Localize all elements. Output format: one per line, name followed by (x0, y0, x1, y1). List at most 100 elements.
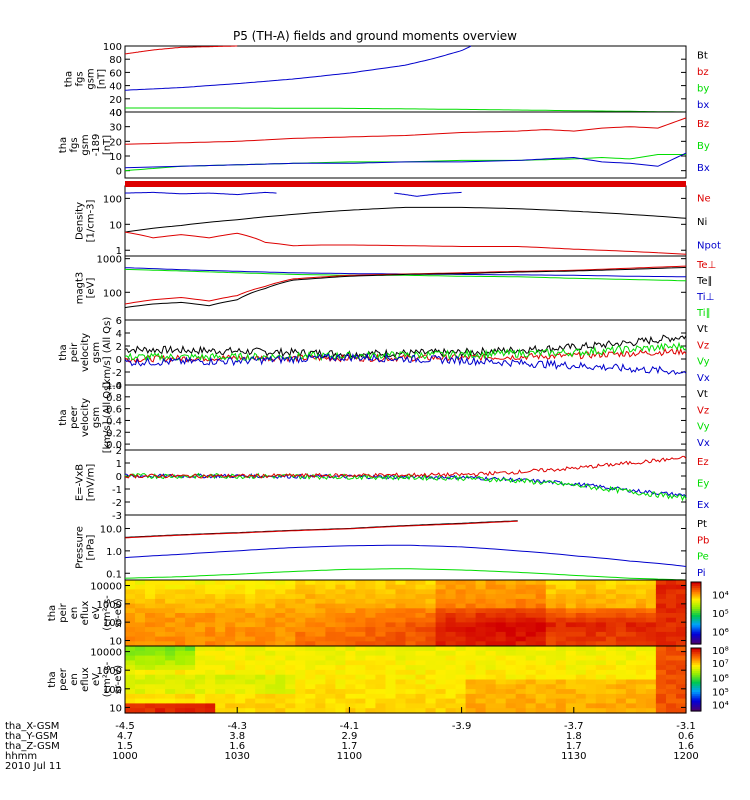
heatmap-cell (395, 627, 407, 633)
heatmap-cell (155, 631, 166, 638)
heatmap-cell (575, 613, 587, 619)
heatmap-cell (335, 655, 346, 661)
heatmap-cell (255, 631, 266, 638)
ylabel-line: gsm (91, 342, 102, 363)
heatmap-cell (335, 669, 346, 676)
heatmap-cell (525, 655, 537, 661)
panel-peir_flux (124, 579, 687, 647)
heatmap-cell (395, 646, 407, 652)
heatmap-cell (485, 650, 497, 657)
heatmap-cell (615, 636, 627, 642)
heatmap-cell (225, 660, 236, 666)
heatmap-cell (495, 580, 507, 586)
heatmap-cell (605, 698, 617, 704)
ylabel-line: en (69, 673, 80, 686)
heatmap-cell (615, 693, 627, 700)
heatmap-cell (555, 613, 567, 619)
heatmap-cell (545, 580, 557, 586)
heatmap-cell (225, 589, 236, 595)
heatmap-cell (565, 669, 577, 676)
heatmap-cell (625, 650, 637, 657)
heatmap-cell (445, 608, 457, 614)
xaxis-value: 1130 (561, 751, 586, 762)
heatmap-cell (645, 594, 657, 600)
heatmap-cell (235, 660, 246, 666)
heatmap-cell (485, 674, 497, 681)
heatmap-cell (585, 622, 597, 628)
heatmap-cell (295, 598, 306, 605)
heatmap-cell (355, 708, 366, 714)
heatmap-cell (265, 650, 276, 657)
heatmap-cell (455, 703, 467, 709)
heatmap-cell (405, 627, 417, 633)
heatmap-cell (385, 622, 397, 628)
heatmap-cell (225, 631, 236, 638)
heatmap-cell (435, 622, 447, 628)
legend-label: by (697, 83, 709, 94)
heatmap-cell (535, 608, 547, 614)
heatmap-cell (595, 698, 607, 704)
heatmap-cell (545, 689, 557, 695)
heatmap-cell (185, 641, 196, 647)
heatmap-cell (125, 674, 136, 681)
heatmap-cell (185, 646, 196, 652)
heatmap-cell (195, 708, 206, 714)
heatmap-cell (545, 674, 557, 681)
heatmap-cell (255, 622, 266, 628)
colorbar-cell (691, 690, 701, 693)
heatmap-cell (375, 636, 386, 642)
heatmap-cell (255, 674, 266, 681)
heatmap-cell (485, 627, 497, 633)
heatmap-cell (335, 650, 346, 657)
heatmap-cell (295, 650, 306, 657)
heatmap-cell (635, 636, 647, 642)
heatmap-cell (295, 669, 306, 676)
heatmap-cell (475, 708, 487, 714)
heatmap-cell (205, 674, 216, 681)
heatmap-cell (455, 641, 467, 647)
heatmap-cell (435, 665, 447, 671)
heatmap-cell (385, 608, 397, 614)
heatmap-cell (676, 684, 687, 690)
heatmap-cell (245, 594, 256, 600)
heatmap-cell (155, 636, 166, 642)
heatmap-cell (455, 636, 467, 642)
heatmap-cell (475, 622, 487, 628)
series-line-Ni (124, 206, 687, 233)
heatmap-cell (155, 589, 166, 595)
heatmap-cell (495, 598, 507, 605)
heatmap-cell (375, 608, 386, 614)
heatmap-cell (565, 584, 577, 590)
heatmap-cell (495, 669, 507, 676)
heatmap-cell (185, 584, 196, 590)
series-line-bx (124, 45, 472, 91)
heatmap-cell (165, 598, 176, 605)
heatmap-cell (205, 627, 216, 633)
heatmap-cell (395, 669, 407, 676)
heatmap-cell (195, 598, 206, 605)
heatmap-cell (175, 598, 186, 605)
heatmap-cell (485, 669, 497, 676)
colorbar-cell (691, 629, 701, 633)
heatmap-cell (535, 689, 547, 695)
heatmap-cell (295, 603, 306, 609)
heatmap-cell (395, 641, 407, 647)
heatmap-cell (575, 608, 587, 614)
heatmap-cell (375, 580, 386, 586)
heatmap-cell (315, 665, 326, 671)
heatmap-cell (185, 617, 196, 623)
heatmap-cell (205, 646, 216, 652)
ytick-label: 1000 (97, 666, 122, 677)
heatmap-cell (515, 646, 527, 652)
ytick-label: 1000 (97, 255, 122, 266)
heatmap-cell (265, 665, 276, 671)
heatmap-cell (215, 627, 226, 633)
colorbar-cell (691, 648, 701, 651)
ylabel-line: peir (58, 602, 69, 622)
heatmap-cell (455, 584, 467, 590)
heatmap-cell (205, 584, 216, 590)
heatmap-cell (635, 631, 647, 638)
heatmap-cell (335, 708, 346, 714)
heatmap-cell (255, 698, 266, 704)
heatmap-cell (615, 584, 627, 590)
